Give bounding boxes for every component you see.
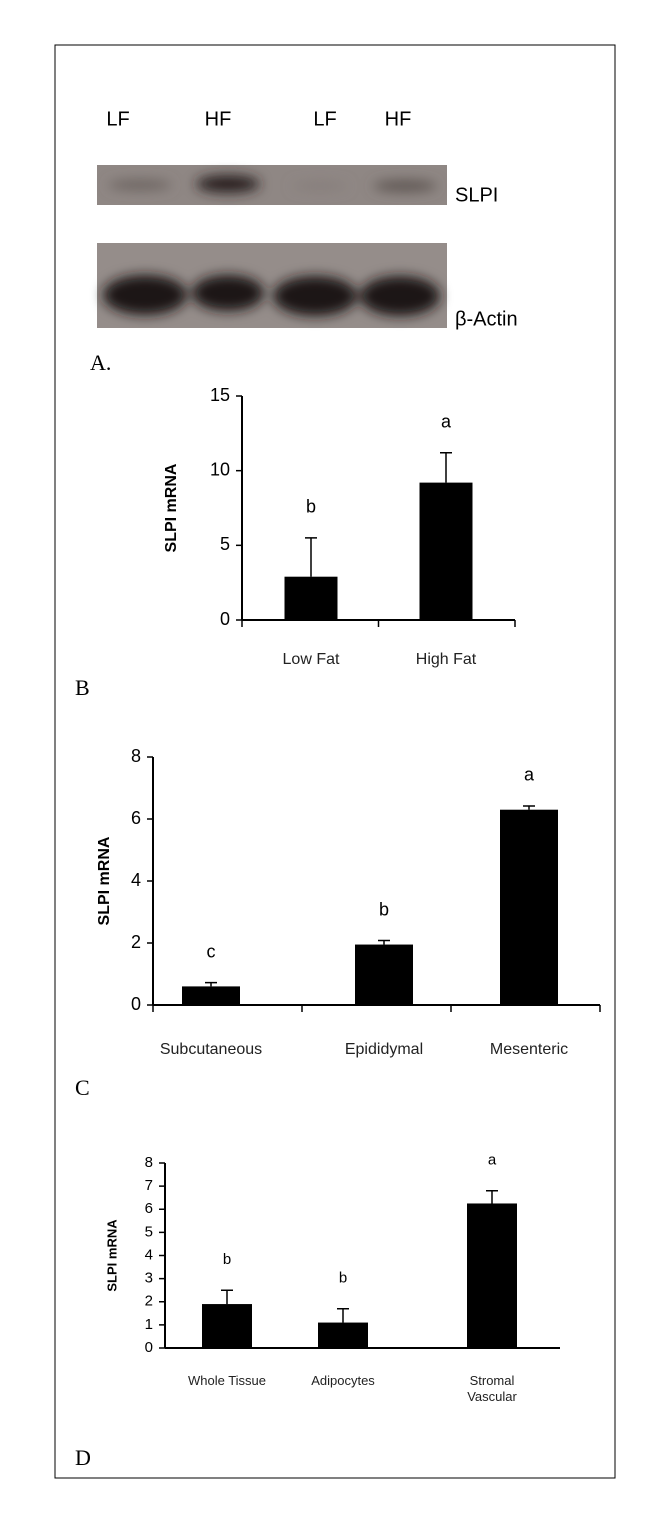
y-tick-label: 1 — [145, 1316, 153, 1333]
y-tick-label: 0 — [131, 994, 141, 1014]
x-tick-label: Low Fat — [282, 651, 340, 668]
panel-label: C — [75, 1075, 90, 1100]
y-tick-label: 5 — [220, 534, 230, 554]
x-tick-label: Mesenteric — [489, 1041, 569, 1058]
x-tick-label: High Fat — [415, 651, 477, 668]
x-tick-label: Mesenteric — [489, 1041, 569, 1058]
blot: LF HF LF HF SLPI β-Actin A. — [90, 108, 518, 375]
bar — [419, 482, 473, 620]
significance-letter: a — [441, 411, 452, 431]
band-label: SLPI — [455, 184, 498, 206]
panel-label: D — [75, 1445, 91, 1470]
y-tick-label: 2 — [131, 932, 141, 952]
y-tick-label: 8 — [145, 1154, 153, 1171]
bar — [500, 809, 558, 1005]
y-tick-label: 3 — [145, 1270, 153, 1287]
x-tick-label: Whole Tissue — [187, 1373, 267, 1388]
error-bar — [221, 1289, 233, 1305]
bar — [467, 1203, 517, 1348]
bar — [202, 1304, 252, 1348]
panel-label: B — [75, 675, 90, 700]
x-tick-label: Stromal Vascular — [467, 1373, 517, 1404]
y-tick-label: 8 — [131, 746, 141, 766]
significance-letter: b — [339, 1270, 347, 1287]
error-bar — [305, 537, 317, 577]
band-label: β-Actin — [455, 308, 518, 330]
bar — [355, 944, 413, 1005]
x-tick-label: Whole Tissue — [187, 1373, 267, 1388]
significance-letter: b — [306, 497, 316, 517]
y-tick-label: 6 — [131, 808, 141, 828]
x-tick-label: Epididymal — [344, 1041, 424, 1058]
error-bar — [205, 981, 217, 987]
x-tick-label: Subcutaneous — [159, 1041, 263, 1058]
frame — [54, 44, 616, 1479]
error-bar — [337, 1307, 349, 1323]
error-bar — [486, 1190, 498, 1204]
lane-label: LF — [313, 108, 336, 130]
significance-letter: c — [207, 941, 216, 961]
bar — [318, 1322, 368, 1348]
bar — [182, 986, 240, 1005]
error-bar — [523, 805, 535, 810]
x-tick-label: High Fat — [415, 651, 477, 668]
significance-letter: b — [223, 1251, 231, 1268]
y-tick-label: 7 — [145, 1177, 153, 1194]
y-tick-label: 6 — [145, 1200, 153, 1217]
y-tick-label: 0 — [220, 609, 230, 629]
x-tick-label: Adipocytes — [311, 1373, 375, 1388]
x-tick-label: Subcutaneous — [159, 1041, 263, 1058]
x-tick-label: Adipocytes — [311, 1373, 375, 1388]
lane-label: HF — [205, 108, 232, 130]
bar — [284, 576, 338, 620]
lane-label: LF — [106, 108, 129, 130]
y-axis-label: SLPI mRNA — [96, 836, 113, 925]
panel-label: A. — [90, 350, 111, 375]
significance-letter: a — [524, 765, 535, 785]
x-tick-label: Stromal Vascular — [467, 1373, 517, 1404]
y-tick-label: 5 — [145, 1223, 153, 1240]
y-tick-label: 0 — [145, 1339, 153, 1356]
y-tick-label: 2 — [145, 1293, 153, 1310]
x-tick-label: Epididymal — [344, 1041, 424, 1058]
significance-letter: b — [379, 899, 389, 919]
y-axis-label: SLPI mRNA — [163, 463, 180, 552]
error-bar — [440, 451, 452, 483]
y-tick-label: 4 — [131, 870, 141, 890]
significance-letter: a — [488, 1152, 497, 1169]
error-bar — [378, 939, 390, 945]
y-tick-label: 4 — [145, 1246, 153, 1263]
y-tick-label: 10 — [210, 459, 230, 479]
y-tick-label: 15 — [210, 385, 230, 405]
y-axis-label: SLPI mRNA — [104, 1219, 119, 1292]
lane-label: HF — [385, 108, 412, 130]
x-tick-label: Low Fat — [282, 651, 340, 668]
